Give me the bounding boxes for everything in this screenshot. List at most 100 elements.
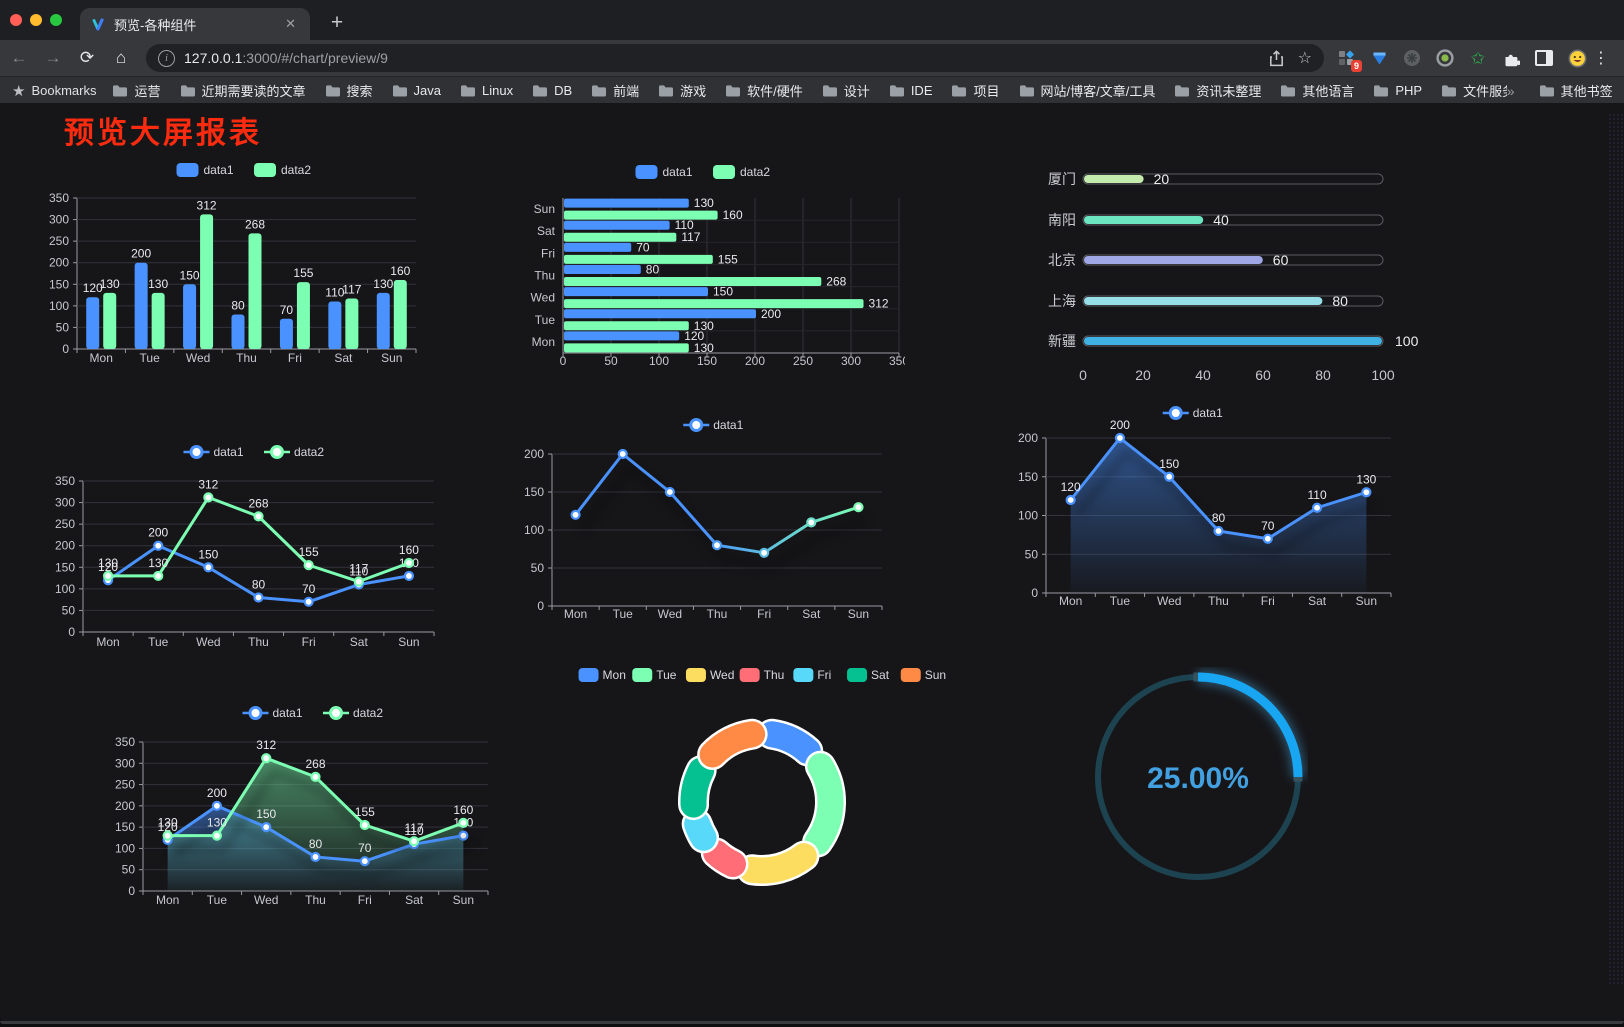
svg-text:350: 350 xyxy=(115,735,135,749)
svg-text:110: 110 xyxy=(349,565,368,579)
svg-text:312: 312 xyxy=(869,297,889,311)
bookmark-item[interactable]: 网站/博客/文章/工具 xyxy=(1019,81,1155,100)
svg-text:Wed: Wed xyxy=(658,607,682,621)
svg-text:160: 160 xyxy=(399,543,419,557)
extension-gem-icon[interactable] xyxy=(1369,48,1389,68)
reload-icon[interactable]: ⟳ xyxy=(79,48,95,67)
svg-text:200: 200 xyxy=(1018,431,1038,445)
donut-chart[interactable]: Mon Tue Wed Thu Fri Sat Sun xyxy=(560,660,964,900)
bookmark-item[interactable]: 运营 xyxy=(112,81,161,100)
svg-text:155: 155 xyxy=(293,266,313,280)
svg-text:Fri: Fri xyxy=(302,635,316,649)
svg-text:100: 100 xyxy=(55,582,75,596)
bookmark-item[interactable]: IDE xyxy=(889,83,932,98)
svg-text:Thu: Thu xyxy=(707,607,728,621)
extension-record-icon[interactable] xyxy=(1435,48,1455,68)
back-icon[interactable]: ← xyxy=(10,48,28,67)
other-bookmarks-folder[interactable]: 其他书签 xyxy=(1539,81,1613,100)
bookmark-item[interactable]: 游戏 xyxy=(658,81,706,100)
svg-text:Sat: Sat xyxy=(405,893,424,907)
bookmark-item[interactable]: 其他语言 xyxy=(1280,81,1354,100)
forward-icon[interactable]: → xyxy=(44,48,62,67)
bookmark-item[interactable]: 设计 xyxy=(822,81,870,100)
extension-dark-circle-icon[interactable] xyxy=(1402,48,1422,68)
svg-text:250: 250 xyxy=(55,517,75,531)
address-bar[interactable]: i 127.0.0.1 :3000/#/chart/preview/9 ☆ xyxy=(146,44,1324,72)
home-icon[interactable]: ⌂ xyxy=(115,48,127,67)
bookmark-item[interactable]: DB xyxy=(532,83,572,98)
extension-star-icon[interactable]: ✩ xyxy=(1470,48,1486,68)
bookmark-item[interactable]: 前端 xyxy=(591,81,639,100)
line-chart-two-series[interactable]: data1 data2 0 50 100 150 200 250 300 350 Mon Tue Wed… xyxy=(36,430,476,662)
grouped-bar-chart[interactable]: data1 data2 0 50 100 150 200 250 300 350 Mon Tue Wed… xyxy=(36,150,456,374)
bookmark-item[interactable]: 资讯未整理 xyxy=(1174,81,1261,100)
bookmarks-overflow-icon[interactable]: » xyxy=(1506,82,1515,99)
browser-menu-kebab-icon[interactable]: ⋮ xyxy=(1593,50,1609,67)
svg-text:300: 300 xyxy=(841,354,861,368)
bookmark-item[interactable]: Linux xyxy=(460,83,513,98)
close-window-button[interactable] xyxy=(10,14,22,26)
emoji-extension-icon[interactable] xyxy=(1567,48,1587,68)
svg-text:200: 200 xyxy=(761,307,781,321)
gauge-chart[interactable]: 25.00% xyxy=(1088,667,1308,887)
svg-text:Tue: Tue xyxy=(207,893,228,907)
svg-text:20: 20 xyxy=(1154,171,1170,187)
svg-text:50: 50 xyxy=(531,561,545,575)
bookmark-item[interactable]: PHP xyxy=(1373,83,1422,98)
svg-text:160: 160 xyxy=(453,803,473,817)
side-panel-icon[interactable] xyxy=(1534,48,1554,68)
svg-text:北京: 北京 xyxy=(1048,252,1076,268)
bookmark-item[interactable]: Java xyxy=(392,83,441,98)
svg-text:250: 250 xyxy=(793,354,813,368)
extension-puzzle-icon[interactable] xyxy=(1501,48,1521,68)
gradient-line-chart[interactable]: data1 0 50 100 150 200 Mon Tue Wed Thu Fri Sat Sun xyxy=(498,400,933,622)
bookmark-item[interactable]: 项目 xyxy=(951,81,1000,100)
bookmark-item[interactable]: 近期需要读的文章 xyxy=(180,81,306,100)
svg-text:100: 100 xyxy=(1395,333,1419,349)
tab-close-icon[interactable]: ✕ xyxy=(285,16,296,31)
browser-tab[interactable]: 预览-各种组件 ✕ xyxy=(80,8,310,40)
svg-text:200: 200 xyxy=(131,247,151,261)
svg-text:data1: data1 xyxy=(1193,406,1223,420)
svg-text:data2: data2 xyxy=(353,706,383,720)
svg-text:130: 130 xyxy=(100,277,120,291)
bookmark-star-icon[interactable]: ☆ xyxy=(1297,50,1312,67)
svg-text:130: 130 xyxy=(98,556,118,570)
area-chart-single[interactable]: data1 0 50 100 150 200 Mon Tue Wed Thu Fri Sat Sun 12… xyxy=(985,385,1405,613)
svg-text:Mon: Mon xyxy=(96,635,119,649)
bookmark-item[interactable]: 软件/硬件 xyxy=(725,81,803,100)
svg-text:25.00%: 25.00% xyxy=(1147,762,1249,795)
area-chart-two-series[interactable]: data1 data2 0 50 100 150 200 250 300 350 Mon Tue Wed… xyxy=(100,676,530,914)
svg-text:Wed: Wed xyxy=(531,291,555,305)
city-progress-chart[interactable]: 厦门 20 南阳 40 北京 60 上海 80 新疆 100 0 20 40 60 80 100 xyxy=(1040,150,1440,390)
extension-grid-icon[interactable]: 9 xyxy=(1336,48,1362,72)
svg-text:40: 40 xyxy=(1195,367,1211,383)
svg-text:0: 0 xyxy=(68,625,75,639)
horizontal-bar-chart[interactable]: data1 data2 0 50 100 150 200 250 300 350 Sun 130 160… xyxy=(505,150,909,374)
svg-text:Mon: Mon xyxy=(90,351,113,365)
svg-text:100: 100 xyxy=(49,299,69,313)
svg-text:Sat: Sat xyxy=(871,668,890,682)
svg-text:100: 100 xyxy=(1371,367,1395,383)
svg-text:120: 120 xyxy=(684,329,704,343)
svg-text:117: 117 xyxy=(681,230,700,244)
page-title: 预览大屏报表 xyxy=(64,117,262,150)
svg-text:50: 50 xyxy=(62,603,76,617)
svg-text:155: 155 xyxy=(299,545,319,559)
share-icon[interactable] xyxy=(1269,49,1284,67)
bookmarks-star-icon[interactable]: ★ xyxy=(12,82,26,100)
svg-text:Thu: Thu xyxy=(1208,594,1229,608)
svg-text:Tue: Tue xyxy=(613,607,634,621)
svg-text:Mon: Mon xyxy=(156,893,179,907)
new-tab-button[interactable]: + xyxy=(330,11,344,34)
bookmarks-label[interactable]: Bookmarks xyxy=(31,83,97,98)
svg-text:160: 160 xyxy=(390,264,410,278)
svg-text:data2: data2 xyxy=(740,165,770,179)
bookmark-item[interactable]: 搜索 xyxy=(325,81,373,100)
page-info-icon[interactable]: i xyxy=(158,49,175,67)
bookmark-item[interactable]: 文件服务器 xyxy=(1441,81,1507,100)
svg-text:268: 268 xyxy=(826,275,846,289)
minimize-window-button[interactable] xyxy=(30,14,42,26)
svg-text:Wed: Wed xyxy=(710,668,734,682)
fullscreen-window-button[interactable] xyxy=(50,14,62,26)
